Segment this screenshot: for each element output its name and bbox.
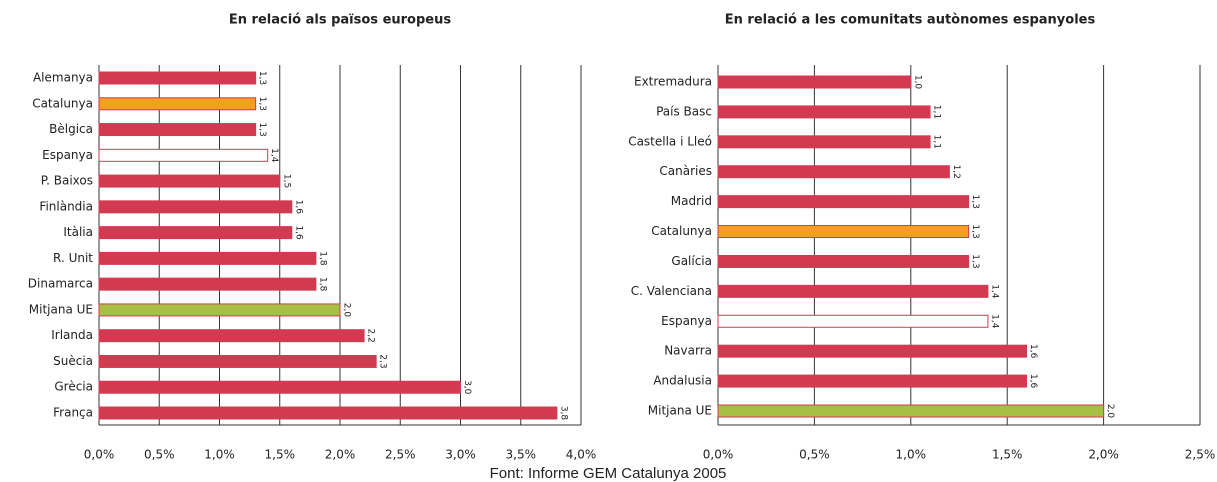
y-tick-label: Irlanda <box>51 328 93 342</box>
bar <box>717 344 1027 358</box>
y-tick-label: P. Baixos <box>41 174 93 188</box>
y-tick-label: Madrid <box>671 194 712 208</box>
x-tick-label: 0,0% <box>703 448 734 462</box>
value-label: 1,3 <box>257 71 267 85</box>
y-tick-label: Itàlia <box>63 225 93 239</box>
value-label: 1,3 <box>970 254 980 268</box>
bar <box>717 75 912 89</box>
bar <box>98 251 317 265</box>
x-tick-label: 2,5% <box>1185 448 1216 462</box>
x-tick-label: 4,0% <box>566 448 597 462</box>
value-label: 1,8 <box>317 277 327 292</box>
x-tick-label: 2,0% <box>325 448 356 462</box>
value-label: 1,6 <box>293 225 303 240</box>
value-label: 1,1 <box>932 105 942 119</box>
value-label: 3,8 <box>558 406 568 421</box>
value-label: 1,6 <box>293 200 303 215</box>
value-label: 2,3 <box>378 354 388 368</box>
value-label: 1,3 <box>257 122 267 136</box>
bar <box>98 380 461 394</box>
y-tick-label: Navarra <box>664 344 712 358</box>
x-tick-label: 0,0% <box>84 448 115 462</box>
y-tick-label: Catalunya <box>32 96 93 110</box>
x-tick-label: 2,5% <box>385 448 416 462</box>
value-label: 1,8 <box>317 251 327 266</box>
source-note: Font: Informe GEM Catalunya 2005 <box>490 465 727 482</box>
y-tick-label: Espanya <box>42 148 93 162</box>
value-label: 2,0 <box>1105 404 1115 419</box>
y-tick-label: Grècia <box>54 380 93 394</box>
y-tick-label: R. Unit <box>53 251 93 265</box>
value-label: 1,3 <box>257 97 267 111</box>
bar <box>717 105 931 119</box>
bar <box>717 165 950 179</box>
x-tick-label: 1,5% <box>265 448 296 462</box>
bar <box>98 226 293 240</box>
value-label: 1,6 <box>1028 374 1038 389</box>
value-label: 1,3 <box>970 224 980 238</box>
y-tick-label: Dinamarca <box>28 277 93 291</box>
y-tick-label: Alemanya <box>33 71 93 85</box>
x-tick-label: 3,5% <box>506 448 537 462</box>
x-tick-label: 0,5% <box>144 448 175 462</box>
y-tick-label: Bèlgica <box>49 122 93 136</box>
y-tick-label: Andalusia <box>653 374 712 388</box>
y-tick-label: Mitjana UE <box>29 302 93 316</box>
bar <box>98 200 293 214</box>
value-label: 1,0 <box>912 75 922 90</box>
bar <box>98 71 257 85</box>
value-label: 1,3 <box>970 194 980 208</box>
y-tick-label: Catalunya <box>651 224 712 238</box>
y-tick-label: Finlàndia <box>39 199 93 213</box>
value-label: 3,0 <box>462 380 472 395</box>
value-label: 2,2 <box>366 329 376 343</box>
y-tick-label: Extremadura <box>634 75 712 89</box>
x-tick-label: 1,0% <box>896 448 927 462</box>
y-tick-label: Mitjana UE <box>648 404 712 418</box>
bar <box>98 97 257 111</box>
bar <box>717 135 931 149</box>
y-tick-label: C. Valenciana <box>631 284 712 298</box>
x-tick-label: 3,0% <box>445 448 476 462</box>
value-label: 1,6 <box>1028 344 1038 359</box>
chart-title: En relació a les comunitats autònomes es… <box>725 13 1096 28</box>
y-tick-label: Castella i Lleó <box>628 134 712 148</box>
y-tick-label: França <box>53 406 93 420</box>
bar <box>717 254 970 268</box>
y-tick-label: Galícia <box>671 254 712 268</box>
bar <box>98 303 341 317</box>
y-tick-label: Espanya <box>661 314 712 328</box>
value-label: 2,0 <box>342 303 352 318</box>
x-tick-label: 1,0% <box>204 448 235 462</box>
value-label: 1,5 <box>281 174 291 188</box>
bar <box>717 314 989 328</box>
y-tick-label: Suècia <box>53 354 93 368</box>
bar <box>98 406 558 420</box>
value-label: 1,1 <box>932 135 942 149</box>
bar <box>98 123 257 137</box>
bar <box>717 284 989 298</box>
bar <box>98 354 377 368</box>
value-label: 1,4 <box>269 148 279 163</box>
chart-title: En relació als països europeus <box>229 13 451 28</box>
bar <box>717 225 970 239</box>
bar <box>717 195 970 209</box>
bar <box>98 329 365 343</box>
bar <box>717 404 1105 418</box>
bar <box>98 148 269 162</box>
bar <box>717 374 1027 388</box>
x-tick-label: 1,5% <box>992 448 1023 462</box>
value-label: 1,4 <box>989 314 999 329</box>
x-tick-label: 2,0% <box>1088 448 1119 462</box>
bar <box>98 277 317 291</box>
x-tick-label: 0,5% <box>799 448 830 462</box>
y-tick-label: País Basc <box>656 104 712 118</box>
value-label: 1,2 <box>951 165 961 179</box>
y-tick-label: Canàries <box>659 164 712 178</box>
value-label: 1,4 <box>989 284 999 299</box>
bar <box>98 174 281 188</box>
